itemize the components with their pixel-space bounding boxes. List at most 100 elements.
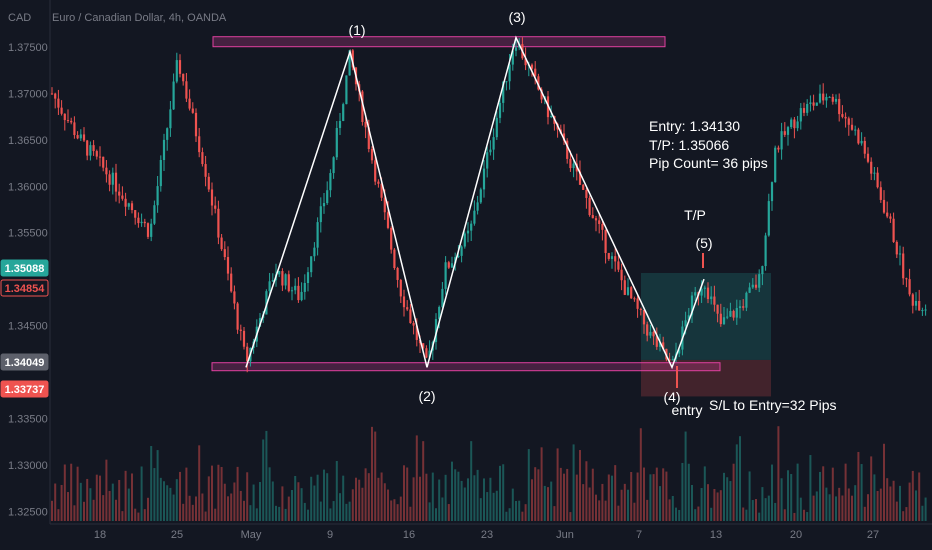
candle-body [585,189,588,198]
volume-bar [838,487,841,521]
volume-bar [534,467,537,521]
volume-bar [547,487,549,521]
candle-body [601,223,604,230]
volume-bar [265,430,268,521]
volume-bar [819,471,821,521]
candle-body [345,75,348,105]
price-label-text: 1.34049 [5,357,45,369]
x-tick-label: 23 [481,529,493,541]
volume-bar [876,490,879,521]
volume-bar [239,490,242,521]
candle-body [169,109,172,129]
volume-bar [726,477,729,521]
candle-body [854,129,857,131]
candle-body [470,223,473,231]
volume-bar [607,474,610,521]
candle-body [233,291,236,304]
y-tick-label: 1.36500 [8,135,48,147]
volume-bar [812,495,815,521]
candle-body [182,73,185,82]
candle-body [690,295,694,316]
candle-body [441,288,444,307]
candle-body [348,50,351,76]
candle-body [92,145,95,152]
price-label-text: 1.33737 [5,384,45,396]
volume-bar [569,512,572,521]
volume-bar [825,487,828,521]
point-label-3: (3) [508,9,525,25]
candle-body [332,157,335,174]
candle-body [902,253,905,279]
candle-body [879,187,882,200]
volume-bar [195,496,197,521]
volume-bar [495,490,498,521]
volume-bar [924,497,927,521]
volume-bar [780,478,783,521]
volume-bar [550,481,553,521]
candle-body [242,330,246,347]
volume-bar [591,468,594,521]
volume-bar [771,464,773,521]
candle-body [652,331,655,337]
candle-body [370,148,374,161]
volume-bar [659,486,661,521]
candle-body [434,319,438,343]
volume-bars [51,426,927,521]
candle-body [105,167,108,175]
candle-body [505,81,508,83]
volume-bar [793,512,796,521]
volume-bar [710,507,713,521]
volume-bar [92,499,95,521]
candle-body [514,47,518,51]
candle-body [79,134,82,139]
candle-body [146,223,150,237]
candle-body [313,247,316,257]
volume-bar [163,481,165,521]
candle-body [188,98,191,109]
volume-bar [259,482,261,521]
candle-body [82,134,86,141]
point-label-4: (4) [663,389,680,405]
price-label-box [0,380,49,398]
volume-bar [774,502,777,521]
candle-body [780,131,783,150]
volume-bar [358,479,361,521]
volume-bar [419,476,421,521]
candle-body [498,102,502,118]
volume-bar [435,508,437,521]
volume-bar [374,431,377,521]
volume-bar [383,483,386,521]
volume-bar [758,512,761,521]
volume-bar [150,446,153,521]
candle-body [121,195,124,199]
volume-bar [447,504,450,521]
volume-bar [380,472,383,521]
candle-body [278,271,281,275]
price-label-box [0,259,49,277]
candle-body [412,323,415,326]
volume-bar [99,475,101,521]
volume-bar [527,449,530,521]
candle-body [50,93,54,95]
candle-body [476,202,479,211]
candle-body [86,140,89,156]
price-labels: 1.35088 1.34854 1.34049 1.33737 [0,259,49,398]
candle-body [316,222,319,248]
resistance-zone [212,36,666,48]
volume-bar [886,478,889,521]
candle-body [217,208,220,238]
candle-body [511,50,514,65]
candle-body [796,121,799,129]
candle-body [70,120,73,123]
volume-bar [700,488,703,521]
candle-body [230,273,233,292]
volume-bar [604,500,607,521]
candle-body [815,102,818,106]
candle-body [911,294,914,306]
volume-bar [287,496,290,521]
candle-body [678,349,681,354]
candle-body [383,197,386,213]
volume-bar [579,450,581,521]
candle-body [668,359,671,361]
